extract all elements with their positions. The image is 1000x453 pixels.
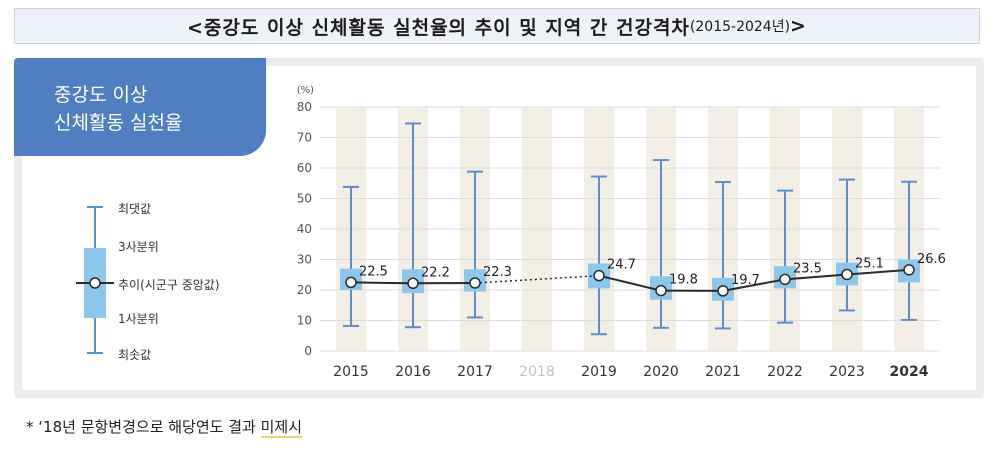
- median-marker-2020: [655, 284, 667, 297]
- median-label-2015: 22.5: [359, 264, 388, 279]
- trend-gap-dotted: [474, 274, 600, 284]
- median-marker-2023: [841, 268, 853, 281]
- x-tick-label-2024: 2024: [890, 364, 929, 380]
- y-tick-label: 40: [297, 222, 312, 236]
- median-marker-2016: [407, 277, 419, 290]
- legend-median-marker: [89, 277, 101, 289]
- footnote-highlight: 미제시: [260, 418, 303, 438]
- legend-q3-label: 3사분위: [118, 240, 159, 254]
- x-tick-label-2015: 2015: [333, 364, 369, 380]
- legend-median-label: 추이(시군구 중앙값): [118, 278, 220, 292]
- footnote: * ‘18년 문항변경으로 해당연도 결과 미제시: [26, 416, 303, 438]
- median-marker-2022: [779, 273, 791, 286]
- footnote-text: * ‘18년 문항변경으로 해당연도 결과: [26, 418, 261, 436]
- median-marker-2024: [903, 264, 915, 276]
- median-label-2023: 25.1: [855, 256, 884, 271]
- y-tick-label: 0: [304, 344, 312, 358]
- median-label-2016: 22.2: [421, 265, 450, 280]
- trend-segment: [350, 281, 414, 285]
- trend-segment: [846, 268, 910, 276]
- chart-title: <중강도 이상 신체활동 실천율의 추이 및 지역 간 건강격차: [187, 16, 690, 39]
- y-axis-unit: (%): [297, 85, 314, 96]
- trend-segment: [722, 278, 786, 292]
- x-tick-label-2017: 2017: [457, 364, 493, 380]
- y-tick-label: 30: [297, 253, 312, 267]
- y-tick-label: 20: [297, 283, 312, 297]
- title-bar: <중강도 이상 신체활동 실천율의 추이 및 지역 간 건강격차 (2015-20…: [14, 8, 980, 44]
- y-tick-label: 80: [297, 100, 312, 114]
- median-marker-2021: [717, 285, 729, 297]
- median-marker-2015: [345, 276, 357, 289]
- x-tick-label-2018: 2018: [519, 364, 555, 380]
- y-tick-label: 10: [297, 314, 312, 328]
- median-marker-2017: [469, 277, 481, 289]
- chart-title-period: (2015-2024년): [689, 19, 791, 35]
- median-label-2020: 19.8: [669, 273, 698, 288]
- trend-segment: [598, 274, 662, 292]
- legend-graphic: [76, 206, 114, 354]
- legend-min-label: 최솟값: [118, 348, 152, 362]
- y-tick-label: 60: [297, 161, 312, 175]
- chart-title-end: >: [790, 15, 807, 37]
- indicator-badge: 중강도 이상 신체활동 실천율: [14, 58, 266, 156]
- badge-line-1: 중강도 이상: [54, 84, 148, 106]
- legend-q1-label: 1사분위: [118, 312, 159, 326]
- median-label-2024: 26.6: [917, 252, 946, 267]
- x-tick-label-2022: 2022: [767, 364, 803, 380]
- median-marker-2019: [593, 269, 605, 282]
- legend-max-label: 최댓값: [118, 202, 152, 216]
- median-label-2022: 23.5: [793, 261, 822, 276]
- y-tick-label: 70: [297, 131, 312, 145]
- median-label-2021: 19.7: [731, 273, 760, 288]
- x-tick-label-2023: 2023: [829, 364, 865, 380]
- badge-line-2: 신체활동 실천율: [54, 112, 183, 134]
- median-label-2019: 24.7: [607, 258, 636, 273]
- x-tick-label-2021: 2021: [705, 364, 741, 380]
- trend-segment: [784, 273, 848, 281]
- x-tick-label-2019: 2019: [581, 364, 617, 380]
- median-label-2017: 22.3: [483, 265, 512, 280]
- y-tick-label: 50: [297, 192, 312, 206]
- x-tick-label-2016: 2016: [395, 364, 431, 380]
- x-tick-label-2020: 2020: [643, 364, 679, 380]
